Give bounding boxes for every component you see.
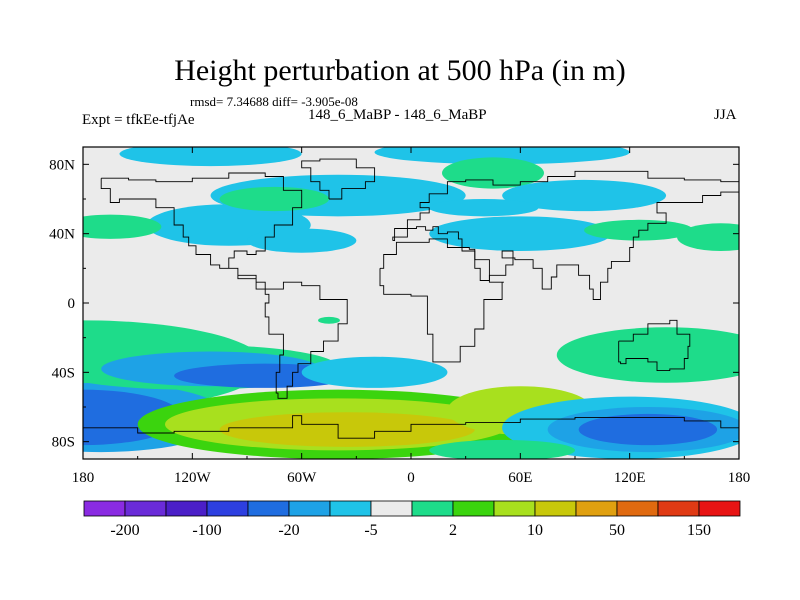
colorbar-swatch bbox=[247, 500, 290, 517]
contour-fill bbox=[429, 216, 612, 252]
colorbar-swatch bbox=[657, 500, 700, 517]
colorbar-swatch bbox=[329, 500, 372, 517]
x-tick-label: 60W bbox=[287, 470, 317, 486]
contour-fill bbox=[83, 214, 162, 239]
y-tick-label: 0 bbox=[68, 296, 76, 312]
coastline bbox=[379, 238, 504, 363]
contour-fill bbox=[556, 327, 739, 383]
coastline bbox=[392, 170, 739, 300]
contour-fill bbox=[219, 412, 475, 447]
colorbar-swatch bbox=[165, 500, 208, 517]
x-tick-label: 60E bbox=[508, 470, 532, 486]
coastline bbox=[83, 415, 739, 439]
x-tick-label: 120E bbox=[614, 470, 646, 486]
colorbar-swatch bbox=[534, 500, 577, 517]
y-tick-label: 40S bbox=[52, 365, 75, 381]
x-tick-label: 180 bbox=[72, 470, 95, 486]
x-tick-label: 0 bbox=[407, 470, 415, 486]
colorbar-swatch bbox=[575, 500, 618, 517]
colorbar-label: 50 bbox=[609, 522, 625, 539]
coastline bbox=[100, 172, 303, 290]
colorbar: -200 -100 -20 -5 2 10 50 150 bbox=[83, 500, 741, 539]
y-tick-label: 80N bbox=[49, 157, 75, 173]
colorbar-swatch bbox=[83, 500, 126, 517]
contour-fill bbox=[502, 179, 667, 212]
y-tick-label: 80S bbox=[52, 435, 75, 451]
colorbar-swatch bbox=[411, 500, 454, 517]
colorbar-swatch bbox=[452, 500, 495, 517]
contour-fill bbox=[441, 157, 545, 189]
axes: 180 120W 60W 0 60E 120E 180 80N 40N 0 40S 80S bbox=[49, 147, 750, 486]
colorbar-swatch bbox=[493, 500, 536, 517]
y-tick-label: 40N bbox=[49, 227, 75, 243]
colorbar-label: 2 bbox=[449, 522, 457, 539]
coastline bbox=[618, 319, 691, 372]
chart-title: Height perturbation at 500 hPa (in m) bbox=[174, 54, 626, 87]
contour-fill bbox=[374, 147, 630, 165]
colorbar-label: -100 bbox=[192, 522, 221, 539]
contour-fill bbox=[119, 147, 302, 167]
contour-fill bbox=[429, 199, 539, 217]
colorbar-label: 10 bbox=[527, 522, 543, 539]
coastline bbox=[301, 158, 376, 200]
colorbar-swatch bbox=[288, 500, 331, 517]
contour-fill bbox=[246, 228, 357, 253]
colorbar-label: -5 bbox=[364, 522, 377, 539]
contour-fill bbox=[677, 223, 739, 251]
chart-subtitle: rmsd= 7.34688 diff= -3.905e-08 bbox=[190, 94, 358, 109]
colorbar-label: -20 bbox=[278, 522, 299, 539]
colorbar-swatch bbox=[124, 500, 167, 517]
case-label: 148_6_MaBP - 148_6_MaBP bbox=[308, 107, 487, 123]
contour-fill bbox=[219, 186, 329, 212]
colorbar-label: 150 bbox=[687, 522, 711, 539]
season-label: JJA bbox=[714, 107, 737, 123]
colorbar-swatch bbox=[206, 500, 249, 517]
contour-fill bbox=[578, 413, 718, 446]
contour-fill bbox=[429, 439, 575, 459]
contour-fill bbox=[301, 356, 448, 388]
coastline bbox=[264, 281, 348, 399]
x-tick-label: 120W bbox=[174, 470, 212, 486]
colorbar-swatch bbox=[698, 500, 741, 517]
x-tick-label: 180 bbox=[728, 470, 751, 486]
colorbar-label: -200 bbox=[110, 522, 139, 539]
colorbar-swatch bbox=[370, 500, 413, 517]
coastlines bbox=[83, 158, 739, 439]
colorbar-swatch bbox=[616, 500, 659, 517]
experiment-label: Expt = tfkEe-tfjAe bbox=[82, 112, 195, 128]
contour-fill bbox=[318, 316, 340, 324]
